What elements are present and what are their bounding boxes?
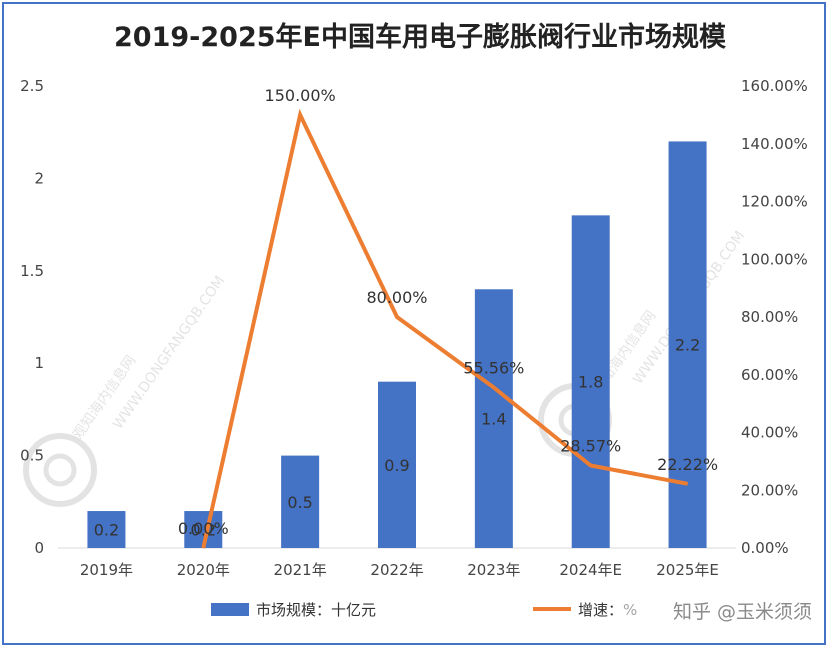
watermark-backdrop <box>614 596 820 626</box>
category-label: 2023年 <box>467 561 520 579</box>
right-tick-label: 160.00% <box>741 77 808 95</box>
line-series <box>201 108 689 549</box>
chart-title: 2019-2025年E中国车用电子膨胀阀行业市场规模 <box>114 21 726 53</box>
watermark-text: 知乎 @玉米须须 <box>673 601 812 623</box>
watermark-stamp-left: 观知海内信息网 WWW.DONGFANGQB.COM <box>23 273 228 507</box>
legend: 市场规模：十亿元 增速：% <box>211 601 637 619</box>
line-value-label: 0.00% <box>178 519 229 538</box>
line-value-label: 28.57% <box>560 437 621 456</box>
left-tick-label: 2.5 <box>20 77 44 95</box>
bar <box>378 381 416 548</box>
category-label: 2025年E <box>656 561 719 579</box>
growth-line <box>201 108 688 549</box>
bar-series <box>87 141 707 549</box>
left-axis: 0 0.5 1 1.5 2 2.5 <box>20 77 44 557</box>
right-axis: 0.00% 20.00% 40.00% 60.00% 80.00% 100.00% 120.… <box>741 77 808 557</box>
left-tick-label: 0.5 <box>20 447 44 465</box>
bar-labels: 0.2 0.20.50.91.41.82.2 <box>94 336 701 540</box>
category-label: 2020年 <box>177 561 230 579</box>
right-tick-label: 140.00% <box>741 135 808 153</box>
line-labels: 0.00% 150.00% 80.00% 55.56% 28.57% 22.22% <box>178 86 718 538</box>
line-point <box>687 483 689 485</box>
right-tick-label: 0.00% <box>741 539 789 557</box>
line-point <box>493 387 495 389</box>
right-tick-label: 40.00% <box>741 424 798 442</box>
line-point <box>396 316 398 318</box>
bar <box>87 511 126 548</box>
left-tick-label: 2 <box>34 169 44 187</box>
bar <box>571 215 610 549</box>
line-point <box>590 465 592 467</box>
bar-value-label: 0.2 <box>94 521 119 540</box>
line-value-label: 22.22% <box>657 455 718 474</box>
x-axis-labels: 2019年 2020年 2021年 2022年 2023年 2024年E 2025年E <box>80 561 719 579</box>
category-label: 2024年E <box>559 561 622 579</box>
right-tick-label: 20.00% <box>741 481 798 499</box>
right-tick-label: 100.00% <box>741 250 808 268</box>
category-label: 2022年 <box>370 561 423 579</box>
bar <box>281 455 320 548</box>
category-label: 2019年 <box>80 561 133 579</box>
category-label: 2021年 <box>274 561 327 579</box>
legend-bar-label: 市场规模：十亿元 <box>256 601 376 619</box>
bar-value-label: 1.8 <box>578 373 603 392</box>
watermark-stamp-sub-left: WWW.DONGFANGQB.COM <box>110 273 228 432</box>
bar <box>474 289 513 548</box>
left-tick-label: 1 <box>34 354 44 372</box>
left-tick-label: 0 <box>34 539 44 557</box>
line-point <box>202 547 204 549</box>
right-tick-label: 80.00% <box>741 308 798 326</box>
left-tick-label: 1.5 <box>20 262 44 280</box>
line-value-label: 150.00% <box>265 86 336 105</box>
right-tick-label: 60.00% <box>741 366 798 384</box>
right-tick-label: 120.00% <box>741 193 808 211</box>
line-point <box>299 114 301 116</box>
bar-value-label: 1.4 <box>481 410 506 429</box>
bar-value-label: 2.2 <box>675 336 700 355</box>
line-value-label: 55.56% <box>463 359 524 378</box>
bar-value-label: 0.5 <box>287 493 312 512</box>
legend-bar-swatch <box>211 603 249 616</box>
line-value-label: 80.00% <box>366 288 427 307</box>
bar-value-label: 0.9 <box>384 456 409 475</box>
